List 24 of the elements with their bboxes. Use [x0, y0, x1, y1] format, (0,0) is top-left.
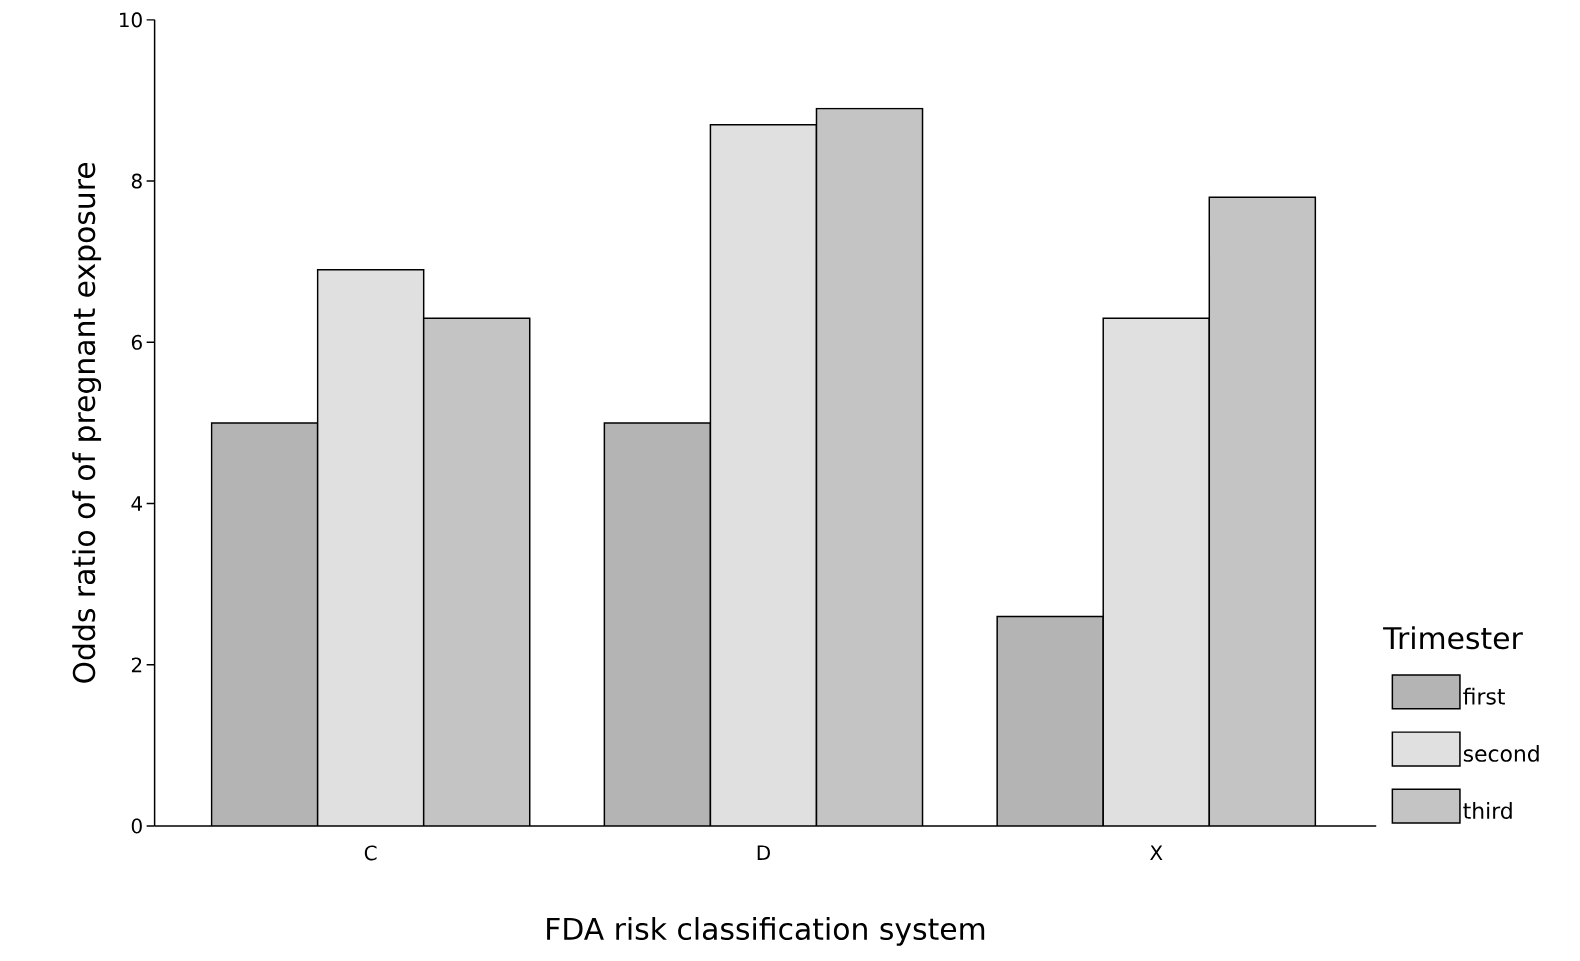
legend-label: third [1463, 802, 1512, 819]
y-tick-label: 0 [131, 818, 142, 834]
bar [1102, 317, 1211, 826]
x-tick-label: D [757, 845, 770, 860]
bar [816, 108, 923, 826]
legend-label: first [1463, 687, 1505, 705]
x-axis-title: FDA risk classification system [547, 916, 985, 946]
bar [710, 124, 817, 826]
bar [604, 422, 711, 826]
y-tick-label: 10 [120, 12, 142, 28]
y-axis-title: Odds ratio of of pregnant exposure [72, 162, 102, 683]
x-tick-label: C [364, 845, 377, 861]
y-tick-label: 2 [131, 657, 142, 673]
bar [1208, 196, 1317, 826]
bar [423, 318, 530, 826]
x-tick-label: X [1150, 845, 1163, 860]
bar [211, 422, 318, 826]
y-tick-label: 6 [131, 334, 142, 350]
bar [317, 269, 424, 826]
legend-label: second [1463, 744, 1539, 762]
bar [996, 615, 1104, 826]
y-tick-label: 4 [131, 496, 143, 511]
y-tick-label: 8 [131, 173, 142, 189]
legend-title: Trimester [1383, 626, 1523, 650]
